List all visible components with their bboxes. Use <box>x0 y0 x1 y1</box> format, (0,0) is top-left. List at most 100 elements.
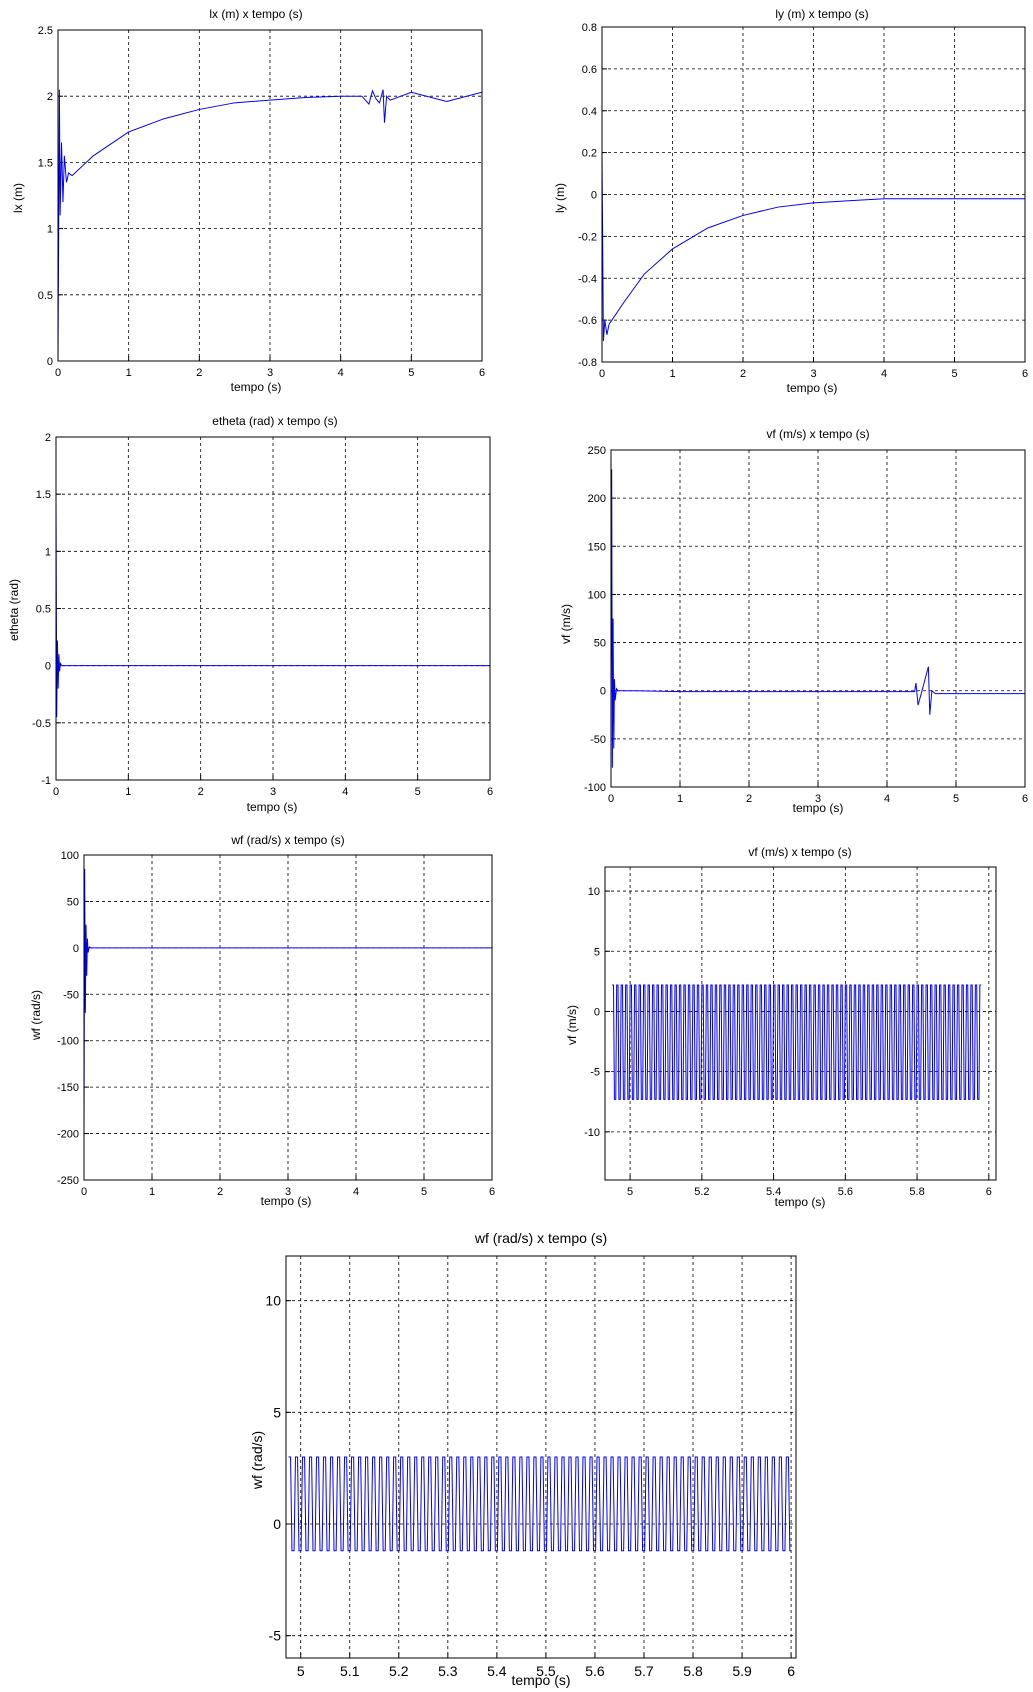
plot-frame <box>610 449 1026 788</box>
series-line <box>56 494 490 718</box>
y-tick-label: 0.2 <box>582 148 597 160</box>
x-axis-label: tempo (s) <box>231 380 282 394</box>
x-tick-label: 6 <box>787 1663 795 1679</box>
y-axis-label: vf (m/s) <box>559 604 573 644</box>
y-axis-label: etheta (rad) <box>7 579 21 641</box>
series-line <box>612 984 982 1100</box>
chart-title: lx (m) x tempo (s) <box>209 7 302 21</box>
x-tick-label: 5.4 <box>766 1186 781 1198</box>
y-tick-label: 0 <box>594 1006 600 1018</box>
x-axis-label: tempo (s) <box>511 1672 570 1688</box>
x-tick-label: 5 <box>421 1186 427 1198</box>
y-tick-label: -150 <box>57 1082 79 1094</box>
x-tick-label: 5.8 <box>909 1186 924 1198</box>
y-tick-label: 0.5 <box>36 604 51 616</box>
x-tick-label: 6 <box>1022 368 1028 380</box>
x-tick-label: 4 <box>338 367 344 379</box>
x-axis-label: tempo (s) <box>261 1194 312 1208</box>
y-tick-label: 0.5 <box>38 290 53 302</box>
series-line <box>611 469 1025 768</box>
y-tick-label: 2 <box>47 91 53 103</box>
y-tick-label: 2 <box>45 432 51 444</box>
x-tick-label: 5.5 <box>536 1663 556 1679</box>
y-tick-label: 5 <box>594 946 600 958</box>
x-tick-label: 0 <box>81 1186 87 1198</box>
y-tick-label: -50 <box>63 989 79 1001</box>
x-tick-label: 0 <box>608 793 614 805</box>
x-tick-label: 5.6 <box>585 1663 605 1679</box>
x-tick-label: 2 <box>196 367 202 379</box>
x-tick-label: 5 <box>951 368 957 380</box>
chart-wf-zoom: wf (rad/s) x tempo (s) tempo (s) wf (rad… <box>249 1230 797 1688</box>
y-tick-label: -100 <box>584 782 606 794</box>
y-tick-label: 2.5 <box>38 25 53 37</box>
chart-title: wf (rad/s) x tempo (s) <box>474 1230 607 1246</box>
plot-frame <box>57 29 483 362</box>
x-tick-label: 0 <box>55 367 61 379</box>
x-tick-label: 5.3 <box>438 1663 458 1679</box>
plot-frame <box>604 866 997 1181</box>
x-tick-label: 3 <box>267 367 273 379</box>
y-tick-label: 0 <box>73 943 79 955</box>
y-tick-label: -0.4 <box>578 273 597 285</box>
chart-ly: ly (m) x tempo (s) tempo (s) ly (m) 0 1 2 3… <box>553 7 1028 395</box>
y-axis-label: wf (rad/s) <box>29 990 43 1041</box>
y-axis-label: vf (m/s) <box>565 1005 579 1045</box>
chart-title: vf (m/s) x tempo (s) <box>748 845 851 859</box>
x-tick-label: 5.6 <box>838 1186 853 1198</box>
y-tick-label: 100 <box>61 850 79 862</box>
plot-frame <box>601 26 1026 363</box>
series-line <box>602 152 1025 342</box>
chart-vf-zoom: vf (m/s) x tempo (s) tempo (s) vf (m/s) … <box>565 845 997 1209</box>
y-tick-label: 0 <box>273 1516 281 1532</box>
x-tick-label: 1 <box>149 1186 155 1198</box>
y-tick-label: 1 <box>47 224 53 236</box>
x-tick-label: 1 <box>669 368 675 380</box>
y-tick-label: 50 <box>594 638 606 650</box>
x-tick-label: 5.2 <box>694 1186 709 1198</box>
y-tick-label: 1.5 <box>38 157 53 169</box>
x-axis-label: tempo (s) <box>775 1195 826 1209</box>
x-tick-label: 5.9 <box>732 1663 752 1679</box>
chart-title: etheta (rad) x tempo (s) <box>212 414 337 428</box>
x-tick-label: 5.4 <box>487 1663 507 1679</box>
y-tick-label: 50 <box>67 896 79 908</box>
chart-title: wf (rad/s) x tempo (s) <box>230 833 344 847</box>
x-tick-label: 6 <box>479 367 485 379</box>
x-tick-label: 4 <box>342 786 348 798</box>
chart-title: vf (m/s) x tempo (s) <box>766 427 869 441</box>
x-tick-label: 5 <box>627 1186 633 1198</box>
y-tick-label: -200 <box>57 1129 79 1141</box>
y-tick-label: 150 <box>588 541 606 553</box>
y-tick-label: -1 <box>41 775 51 787</box>
x-tick-label: 3 <box>810 368 816 380</box>
x-tick-label: 5.7 <box>634 1663 654 1679</box>
y-tick-label: 100 <box>588 589 606 601</box>
x-tick-label: 5 <box>297 1663 305 1679</box>
x-tick-label: 6 <box>1022 793 1028 805</box>
series-line <box>288 1456 792 1552</box>
x-tick-label: 4 <box>884 793 890 805</box>
y-tick-label: -0.5 <box>32 718 51 730</box>
x-tick-label: 6 <box>986 1186 992 1198</box>
y-tick-label: -50 <box>590 734 606 746</box>
y-axis-label: wf (rad/s) <box>249 1431 265 1490</box>
y-tick-label: -250 <box>57 1175 79 1187</box>
y-tick-label: 0.4 <box>582 106 597 118</box>
x-tick-label: 5 <box>408 367 414 379</box>
x-tick-label: 6 <box>489 1186 495 1198</box>
x-tick-label: 3 <box>815 793 821 805</box>
y-tick-label: -5 <box>590 1067 600 1079</box>
chart-title: ly (m) x tempo (s) <box>775 7 868 21</box>
y-tick-label: -5 <box>269 1628 282 1644</box>
y-tick-label: 1 <box>45 546 51 558</box>
y-tick-label: -100 <box>57 1036 79 1048</box>
x-tick-label: 2 <box>198 786 204 798</box>
x-tick-label: 1 <box>125 786 131 798</box>
x-tick-label: 2 <box>740 368 746 380</box>
y-tick-label: 5 <box>273 1404 281 1420</box>
x-tick-label: 2 <box>746 793 752 805</box>
y-axis-label: lx (m) <box>11 183 25 213</box>
y-tick-label: 200 <box>588 493 606 505</box>
